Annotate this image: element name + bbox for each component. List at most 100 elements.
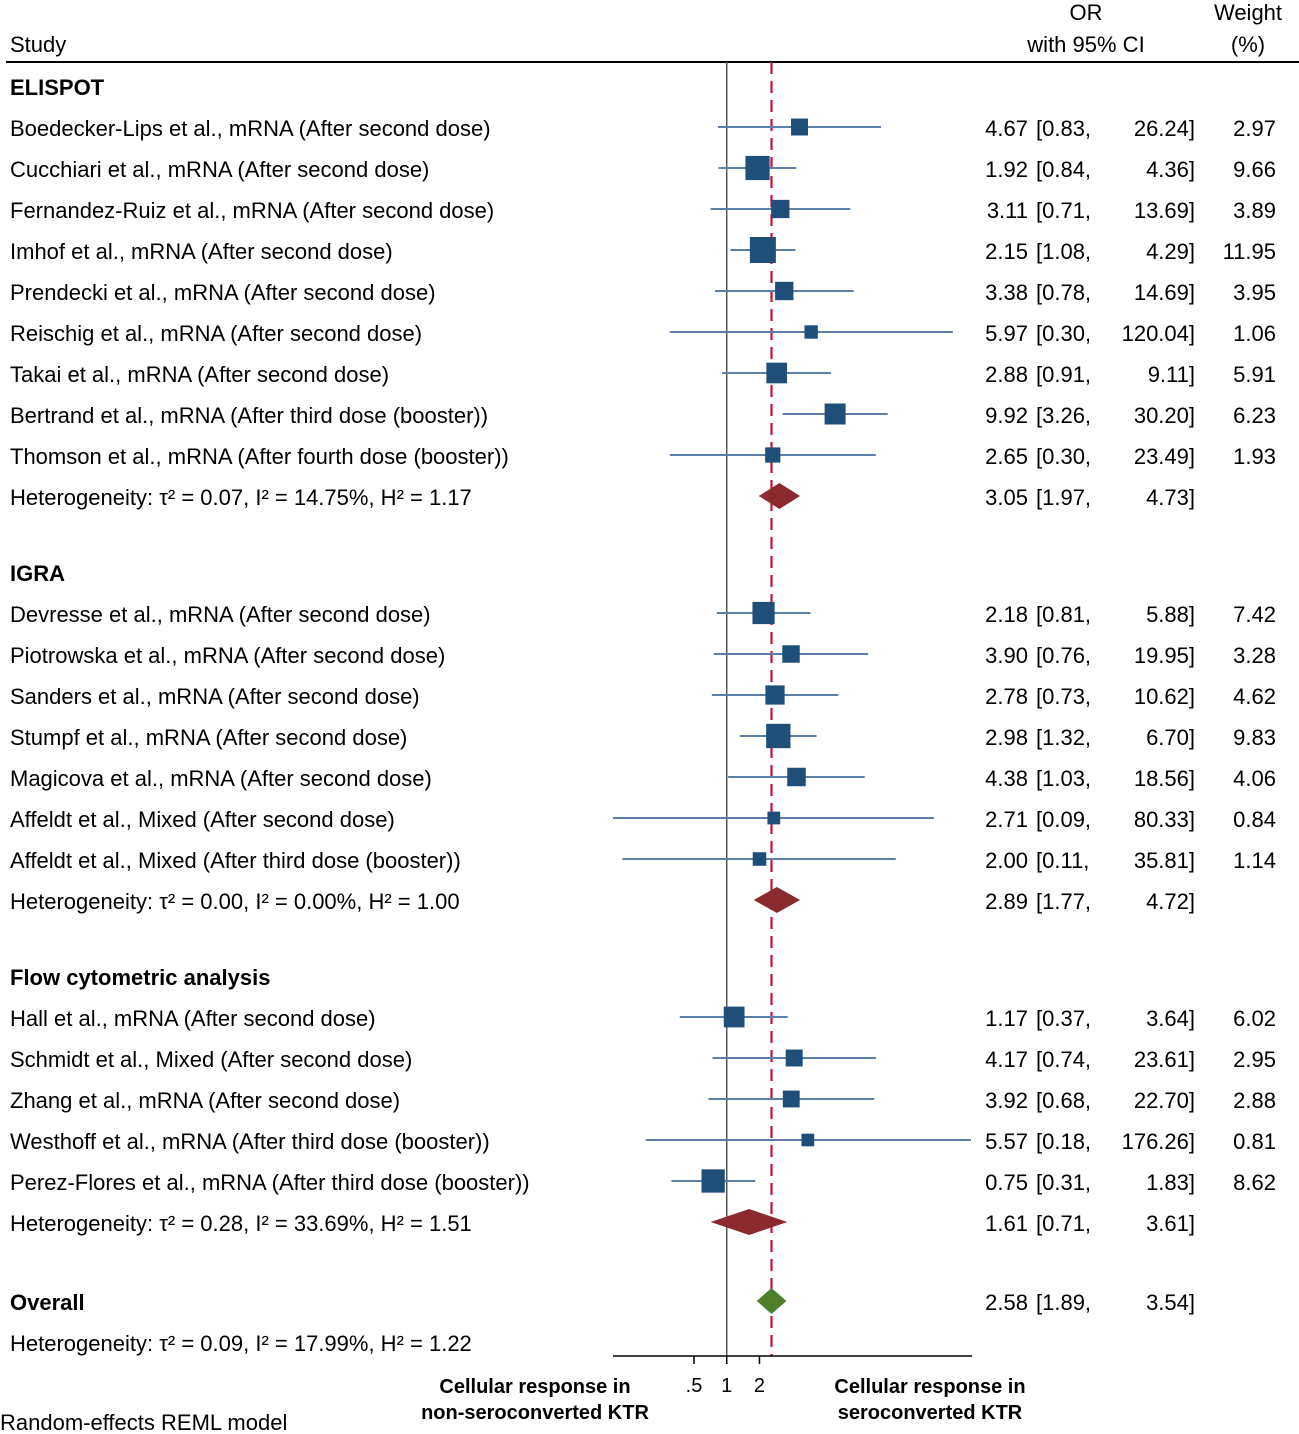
study-1-3-weight: 9.83 (1233, 725, 1276, 750)
study-1-0-label: Devresse et al., mRNA (After second dose… (10, 602, 431, 627)
study-1-1-ci-low: [0.76, (1036, 643, 1091, 668)
study-1-5-ci-low: [0.09, (1036, 807, 1091, 832)
study-0-8-or: 2.65 (985, 444, 1028, 469)
summary-1-ci-low: [1.77, (1036, 889, 1091, 914)
study-1-4-or: 4.38 (985, 766, 1028, 791)
study-2-0-marker (723, 1006, 745, 1028)
study-0-4-marker (775, 281, 794, 301)
study-0-7-weight: 6.23 (1233, 403, 1276, 428)
study-0-5-weight: 1.06 (1233, 321, 1276, 346)
study-2-1-ci-low: [0.74, (1036, 1047, 1091, 1072)
study-2-4-weight: 8.62 (1233, 1170, 1276, 1195)
study-1-5-label: Affeldt et al., Mixed (After second dose… (10, 807, 395, 832)
study-1-4-ci-high: 18.56] (1134, 766, 1195, 791)
study-2-2-or: 3.92 (985, 1088, 1028, 1113)
group-title-2: Flow cytometric analysis (10, 965, 270, 990)
study-1-4-marker (787, 767, 806, 787)
study-0-5-label: Reischig et al., mRNA (After second dose… (10, 321, 422, 346)
study-2-0-weight: 6.02 (1233, 1006, 1276, 1031)
study-1-5-marker (767, 811, 781, 825)
study-1-4-label: Magicova et al., mRNA (After second dose… (10, 766, 432, 791)
study-0-7-ci-low: [3.26, (1036, 403, 1091, 428)
overall-ci-high: 3.54] (1146, 1290, 1195, 1315)
x-tick-label-2: 2 (754, 1375, 765, 1397)
study-1-6-or: 2.00 (985, 848, 1028, 873)
study-0-2-marker (771, 199, 790, 219)
study-0-1-weight: 9.66 (1233, 157, 1276, 182)
study-0-7-ci-high: 30.20] (1134, 403, 1195, 428)
summary-0-heterogeneity: Heterogeneity: τ² = 0.07, I² = 14.75%, H… (10, 485, 472, 510)
study-0-6-marker (766, 362, 788, 384)
study-2-2-weight: 2.88 (1233, 1088, 1276, 1113)
study-2-4-label: Perez-Flores et al., mRNA (After third d… (10, 1170, 530, 1195)
study-2-0-ci-low: [0.37, (1036, 1006, 1091, 1031)
study-0-0-ci-high: 26.24] (1134, 116, 1195, 141)
study-2-4-ci-high: 1.83] (1146, 1170, 1195, 1195)
study-1-0-ci-low: [0.81, (1036, 602, 1091, 627)
study-0-3-marker (749, 237, 776, 263)
study-1-5-or: 2.71 (985, 807, 1028, 832)
study-1-2-ci-low: [0.73, (1036, 684, 1091, 709)
study-1-2-marker (765, 685, 785, 705)
study-2-3-weight: 0.81 (1233, 1129, 1276, 1154)
study-0-8-weight: 1.93 (1233, 444, 1276, 469)
study-0-0-ci-low: [0.83, (1036, 116, 1091, 141)
study-1-1-or: 3.90 (985, 643, 1028, 668)
study-0-6-ci-high: 9.11] (1148, 362, 1195, 387)
study-1-0-or: 2.18 (985, 602, 1028, 627)
study-0-5-ci-low: [0.30, (1036, 321, 1091, 346)
study-1-3-ci-low: [1.32, (1036, 725, 1091, 750)
study-0-2-ci-low: [0.71, (1036, 198, 1091, 223)
summary-1-diamond (753, 887, 801, 913)
study-2-1-or: 4.17 (985, 1047, 1028, 1072)
axis-note-right-1: Cellular response in (834, 1376, 1025, 1398)
axis-note-right-2: seroconverted KTR (838, 1402, 1023, 1424)
study-2-1-label: Schmidt et al., Mixed (After second dose… (10, 1047, 412, 1072)
study-2-2-ci-high: 22.70] (1134, 1088, 1195, 1113)
study-0-2-weight: 3.89 (1233, 198, 1276, 223)
study-0-8-ci-low: [0.30, (1036, 444, 1091, 469)
study-2-3-or: 5.57 (985, 1129, 1028, 1154)
study-0-7-marker (824, 403, 846, 425)
study-1-3-label: Stumpf et al., mRNA (After second dose) (10, 725, 407, 750)
study-1-6-ci-low: [0.11, (1036, 848, 1089, 873)
summary-2-ci-high: 3.61] (1146, 1211, 1195, 1236)
summary-2-or: 1.61 (985, 1211, 1028, 1236)
study-1-2-or: 2.78 (985, 684, 1028, 709)
overall-title: Overall (10, 1290, 85, 1315)
study-1-4-ci-low: [1.03, (1036, 766, 1091, 791)
study-2-0-label: Hall et al., mRNA (After second dose) (10, 1006, 376, 1031)
study-1-2-weight: 4.62 (1233, 684, 1276, 709)
study-1-6-ci-high: 35.81] (1134, 848, 1195, 873)
study-0-4-label: Prendecki et al., mRNA (After second dos… (10, 280, 436, 305)
study-1-1-ci-high: 19.95] (1134, 643, 1195, 668)
study-2-3-ci-low: [0.18, (1036, 1129, 1091, 1154)
study-0-1-or: 1.92 (985, 157, 1028, 182)
overall-ci-low: [1.89, (1036, 1290, 1091, 1315)
study-2-3-marker (801, 1133, 815, 1147)
summary-1-ci-high: 4.72] (1146, 889, 1195, 914)
study-1-1-label: Piotrowska et al., mRNA (After second do… (10, 643, 445, 668)
study-0-3-label: Imhof et al., mRNA (After second dose) (10, 239, 393, 264)
study-0-4-or: 3.38 (985, 280, 1028, 305)
header-weight-unit: (%) (1231, 32, 1265, 57)
overall-diamond (756, 1288, 787, 1314)
study-0-6-or: 2.88 (985, 362, 1028, 387)
summary-1-or: 2.89 (985, 889, 1028, 914)
study-0-0-or: 4.67 (985, 116, 1028, 141)
study-2-3-ci-high: 176.26] (1122, 1129, 1195, 1154)
study-0-1-label: Cucchiari et al., mRNA (After second dos… (10, 157, 429, 182)
summary-1-heterogeneity: Heterogeneity: τ² = 0.00, I² = 0.00%, H²… (10, 889, 460, 914)
study-2-4-or: 0.75 (985, 1170, 1028, 1195)
summary-0-ci-low: [1.97, (1036, 485, 1091, 510)
axis-note-left-2: non-seroconverted KTR (421, 1402, 649, 1424)
study-0-4-weight: 3.95 (1233, 280, 1276, 305)
header-ci: with 95% CI (1026, 32, 1144, 57)
header-or: OR (1070, 0, 1103, 25)
study-1-6-weight: 1.14 (1233, 848, 1276, 873)
study-0-4-ci-low: [0.78, (1036, 280, 1091, 305)
study-1-6-label: Affeldt et al., Mixed (After third dose … (10, 848, 461, 873)
study-0-2-label: Fernandez-Ruiz et al., mRNA (After secon… (10, 198, 494, 223)
group-title-0: ELISPOT (10, 75, 105, 100)
summary-2-heterogeneity: Heterogeneity: τ² = 0.28, I² = 33.69%, H… (10, 1211, 472, 1236)
